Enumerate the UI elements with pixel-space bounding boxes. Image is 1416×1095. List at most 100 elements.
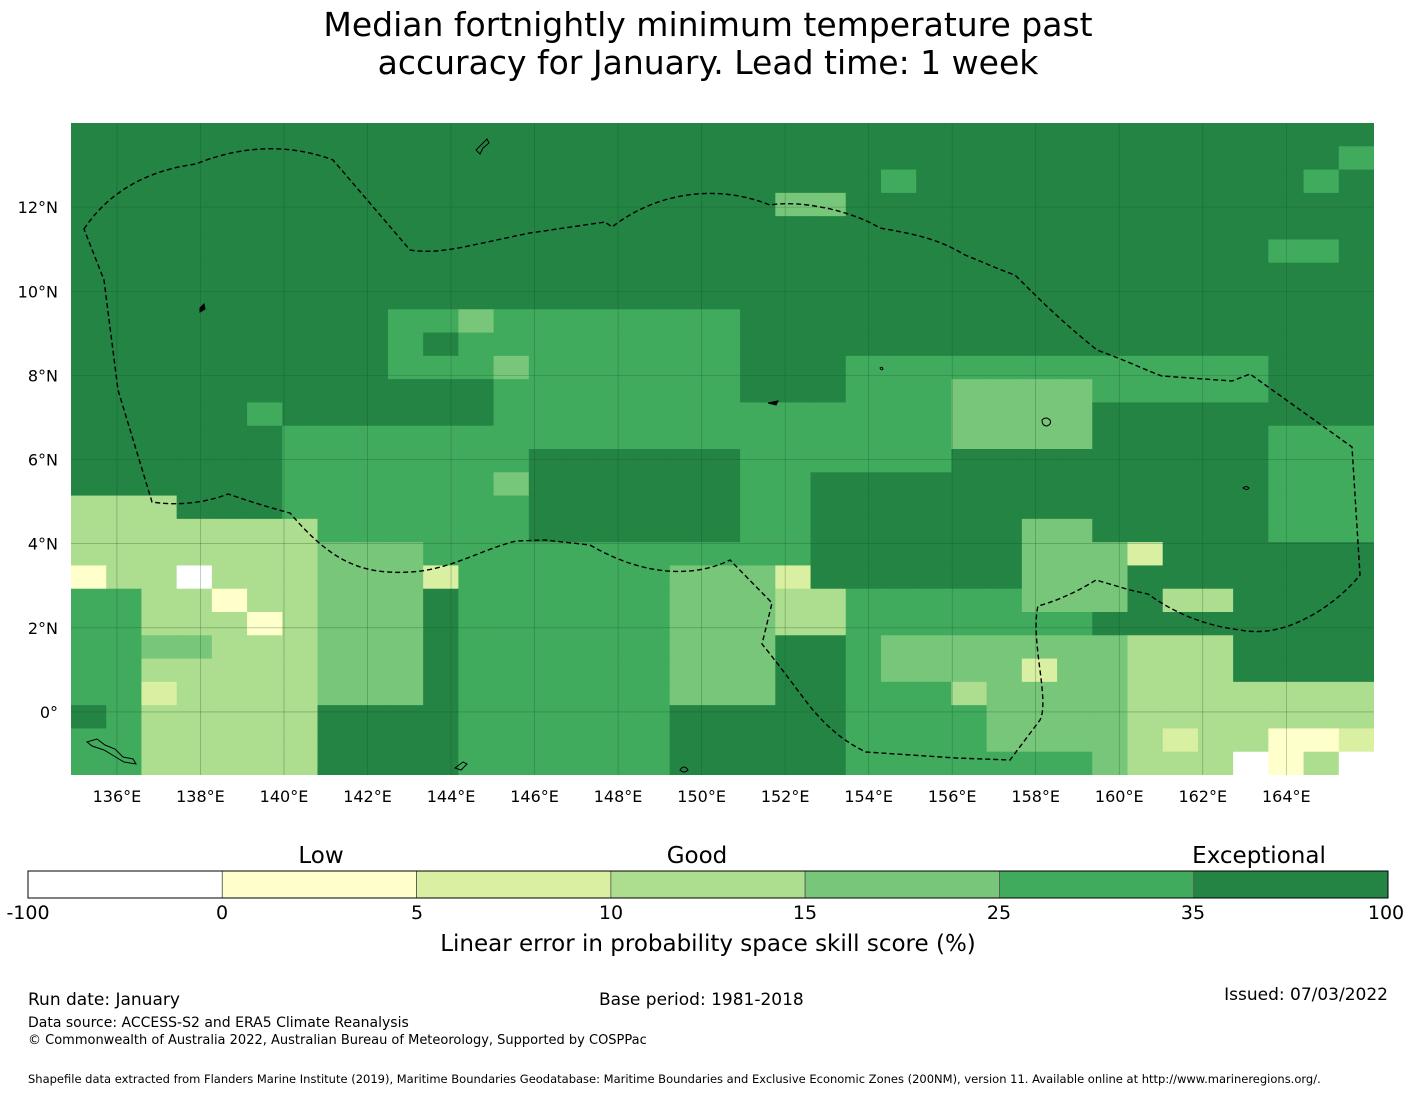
grid-cell: [916, 518, 953, 543]
grid-cell: [951, 192, 988, 217]
grid-cell: [564, 192, 600, 217]
grid-cell: [1338, 379, 1374, 404]
grid-cell: [634, 612, 671, 636]
grid-cell: [493, 262, 530, 287]
grid-cell: [880, 495, 917, 520]
grid-cell: [845, 542, 882, 567]
grid-cell: [493, 681, 530, 706]
grid-cell: [211, 612, 248, 636]
grid-cell: [1338, 449, 1374, 473]
x-tick-label: 158°E: [1011, 787, 1060, 806]
grid-cell: [317, 518, 354, 543]
grid-cell: [352, 379, 389, 404]
grid-cell: [71, 635, 107, 660]
grid-cell: [599, 751, 636, 775]
grid-cell: [916, 705, 953, 730]
grid-cell: [845, 402, 882, 427]
grid-cell: [704, 332, 741, 357]
grid-cell: [704, 449, 741, 473]
grid-cell: [423, 146, 459, 171]
grid-cell: [880, 635, 917, 660]
grid-cell: [986, 146, 1023, 171]
grid-cell: [740, 146, 776, 171]
grid-cell: [634, 495, 671, 520]
grid-cell: [317, 286, 354, 310]
grid-cell: [1057, 332, 1093, 357]
grid-cell: [1233, 192, 1269, 217]
grid-cell: [845, 262, 882, 287]
grid-cell: [1162, 472, 1199, 497]
grid-cell: [1127, 379, 1164, 404]
grid-cell: [317, 309, 354, 334]
grid-cell: [141, 402, 178, 427]
grid-cell: [1197, 192, 1234, 217]
grid-cell: [1197, 751, 1234, 775]
grid-cell: [247, 123, 283, 147]
grid-cell: [1303, 402, 1340, 427]
grid-cell: [1162, 216, 1199, 241]
grid-cell: [1268, 123, 1305, 147]
run-date: Run date: January: [28, 990, 180, 1010]
grid-cell: [211, 425, 248, 450]
grid-cell: [387, 728, 424, 753]
grid-cell: [564, 146, 600, 171]
grid-cell: [211, 379, 248, 404]
grid-cell: [880, 542, 917, 567]
grid-cell: [1127, 425, 1164, 450]
grid-cell: [880, 216, 917, 241]
grid-cell: [880, 309, 917, 334]
copyright: © Commonwealth of Australia 2022, Austra…: [28, 1033, 647, 1048]
grid-cell: [352, 681, 389, 706]
island-coastline: [453, 761, 468, 771]
grid-cell: [740, 751, 776, 775]
grid-cell: [810, 355, 847, 380]
grid-cell: [775, 449, 812, 473]
grid-cell: [1303, 425, 1340, 450]
skill-score-grid: [71, 123, 1374, 775]
grid-cell: [247, 146, 283, 171]
grid-cell: [458, 169, 495, 194]
grid-cell: [564, 379, 600, 404]
grid-cell: [106, 379, 143, 404]
grid-cell: [564, 588, 600, 613]
grid-cell: [211, 705, 248, 730]
grid-cell: [845, 705, 882, 730]
grid-cell: [1057, 262, 1093, 287]
grid-cell: [106, 449, 143, 473]
grid-cell: [176, 425, 213, 450]
grid-cell: [986, 635, 1023, 660]
grid-cell: [493, 286, 530, 310]
grid-cell: [564, 332, 600, 357]
grid-cell: [106, 635, 143, 660]
grid-cell: [704, 542, 741, 567]
grid-cell: [599, 565, 636, 590]
grid-cell: [106, 612, 143, 636]
grid-cell: [1197, 449, 1234, 473]
grid-cell: [986, 309, 1023, 334]
grid-cell: [493, 449, 530, 473]
grid-cell: [634, 518, 671, 543]
grid-cell: [775, 705, 812, 730]
grid-cell: [247, 472, 283, 497]
grid-cell: [951, 542, 988, 567]
grid-cell: [423, 658, 459, 683]
grid-cell: [986, 192, 1023, 217]
grid-cell: [1303, 751, 1340, 775]
grid-cell: [740, 239, 776, 264]
grid-cell: [845, 355, 882, 380]
grid-cell: [1303, 379, 1340, 404]
grid-cell: [282, 355, 319, 380]
grid-cell: [634, 472, 671, 497]
grid-cell: [71, 402, 107, 427]
grid-cell: [211, 495, 248, 520]
grid-cell: [106, 681, 143, 706]
island-coastline: [199, 302, 206, 313]
grid-cell: [282, 169, 319, 194]
grid-cell: [528, 169, 565, 194]
grid-cell: [1092, 518, 1129, 543]
shapefile-credit: Shapefile data extracted from Flanders M…: [28, 1072, 1321, 1086]
grid-cell: [458, 705, 495, 730]
grid-cell: [599, 216, 636, 241]
grid-cell: [880, 612, 917, 636]
